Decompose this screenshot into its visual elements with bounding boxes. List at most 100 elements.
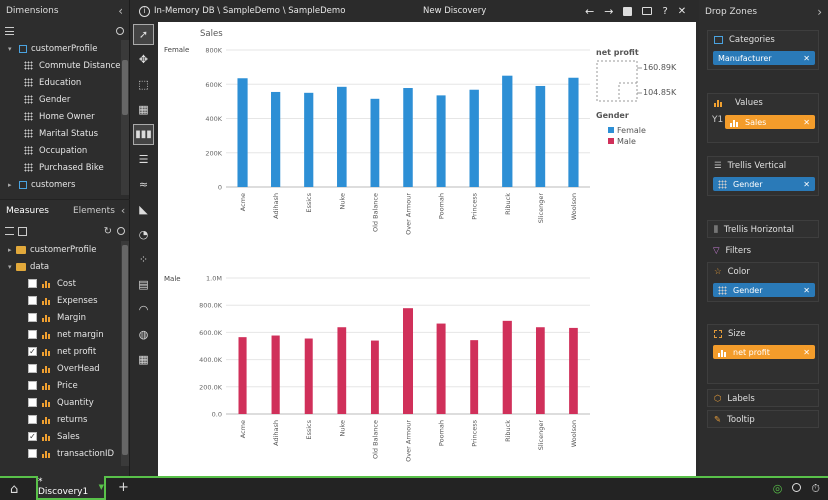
dimension-level-item[interactable]: Home Owner	[0, 108, 122, 125]
help-icon[interactable]: ?	[662, 5, 668, 17]
measure-checkbox[interactable]	[28, 279, 37, 288]
gauge-icon[interactable]: ◠	[138, 303, 149, 316]
bar-woolson[interactable]	[568, 77, 579, 187]
bar-essics[interactable]	[304, 338, 313, 414]
bar-chart-icon[interactable]: ☰	[138, 153, 149, 166]
measure-item[interactable]: Margin	[0, 309, 122, 326]
measure-item[interactable]: Expenses	[0, 292, 122, 309]
ai-assist-icon[interactable]: ◎	[772, 482, 783, 495]
measure-checkbox[interactable]	[28, 296, 37, 305]
bar-ribuck[interactable]	[502, 75, 513, 187]
remove-icon[interactable]: ✕	[803, 347, 810, 357]
home-icon[interactable]: ⌂	[10, 482, 19, 497]
hierarchy-item[interactable]: ▾ customerProfile	[0, 40, 122, 57]
search-icon[interactable]	[116, 27, 124, 35]
collapse-left-icon[interactable]: ‹	[118, 4, 123, 18]
chart-canvas[interactable]: Sales Female Male 0 200K 400K 600K 800K Acme A…	[158, 22, 696, 476]
measure-item[interactable]: ✓ net profit	[0, 343, 122, 360]
bar-over-armour[interactable]	[403, 88, 413, 187]
bar-nuke[interactable]	[337, 327, 347, 414]
bar-old-balance[interactable]	[370, 98, 380, 187]
bar-princess[interactable]	[469, 89, 479, 187]
color-zone[interactable]: ☆ Color Gender ✕	[707, 262, 819, 302]
trellis-vertical-zone[interactable]: ☰ Trellis Vertical Gender ✕	[707, 156, 819, 196]
measure-checkbox[interactable]	[28, 398, 37, 407]
tab-elements[interactable]: Elements	[72, 205, 115, 216]
legend-label-female[interactable]: Female	[617, 126, 646, 135]
measure-item[interactable]: OverHead	[0, 360, 122, 377]
measure-folder-item[interactable]: ▸ customerProfile	[0, 241, 122, 258]
bar-slicenger[interactable]	[535, 85, 546, 187]
measure-item[interactable]: transactionID	[0, 445, 122, 462]
tab-measures[interactable]: Measures	[6, 205, 49, 216]
pie-chart-icon[interactable]: ◔	[138, 228, 149, 241]
categories-pill[interactable]: Manufacturer ✕	[713, 51, 815, 65]
bar-poomah[interactable]	[436, 323, 446, 414]
values-pill[interactable]: Sales ✕	[725, 115, 815, 129]
area-chart-icon[interactable]: ◣	[139, 203, 148, 216]
search-icon[interactable]	[117, 227, 125, 235]
measure-scroll-thumb[interactable]	[122, 245, 128, 455]
bar-adihash[interactable]	[271, 335, 280, 414]
measure-item[interactable]: net margin	[0, 326, 122, 343]
bar-nuke[interactable]	[337, 86, 347, 187]
line-chart-icon[interactable]: ≈	[138, 178, 149, 191]
legend-label-male[interactable]: Male	[617, 137, 636, 146]
collapse-measures-icon[interactable]: ‹	[120, 204, 126, 217]
bar-poomah[interactable]	[436, 95, 446, 187]
labels-zone[interactable]: ⬡ Labels	[707, 389, 819, 407]
save-icon[interactable]	[623, 6, 633, 16]
dimension-level-item[interactable]: Gender	[0, 91, 122, 108]
redo-icon[interactable]: →	[604, 4, 614, 18]
values-zone[interactable]: Values Y1 Sales ✕	[707, 93, 819, 143]
measure-item[interactable]: Price	[0, 377, 122, 394]
scatter-chart-icon[interactable]: ⁘	[138, 253, 149, 266]
chevron-right-icon[interactable]: ▸	[8, 180, 12, 189]
bar-old-balance[interactable]	[370, 340, 379, 414]
trellis-horizontal-zone[interactable]: ⫼ Trellis Horizontal	[707, 220, 819, 238]
dimension-scroll-thumb[interactable]	[122, 60, 128, 115]
trellis-chart[interactable]: Sales Female Male 0 200K 400K 600K 800K Acme A…	[158, 22, 696, 476]
measure-folder-item[interactable]: ▾ data	[0, 258, 122, 275]
remove-icon[interactable]: ✕	[803, 53, 810, 63]
size-pill[interactable]: net profit ✕	[713, 345, 815, 359]
measure-checkbox[interactable]	[28, 364, 37, 373]
info-icon[interactable]: i	[139, 5, 150, 17]
grid-chart-icon[interactable]: ▦	[138, 103, 149, 116]
chevron-down-icon[interactable]: ▼	[98, 483, 104, 491]
bar-essics[interactable]	[304, 92, 314, 187]
hierarchy-item[interactable]: ▸ customers	[0, 176, 122, 193]
measure-item[interactable]: Quantity	[0, 394, 122, 411]
collapse-right-icon[interactable]: ›	[817, 5, 822, 19]
table-icon[interactable]: ▦	[138, 353, 149, 366]
remove-icon[interactable]: ✕	[803, 179, 810, 189]
bar-ribuck[interactable]	[502, 320, 512, 414]
close-icon[interactable]: ✕	[677, 5, 687, 17]
select-tool-icon[interactable]: ⬚	[138, 78, 149, 91]
measure-checkbox[interactable]	[28, 330, 37, 339]
chevron-right-icon[interactable]: ▸	[8, 245, 12, 254]
measure-checkbox[interactable]	[28, 381, 37, 390]
column-chart-icon[interactable]: ▮▮▮	[133, 124, 154, 145]
measure-item[interactable]: returns	[0, 411, 122, 428]
remove-icon[interactable]: ✕	[803, 285, 810, 295]
remove-icon[interactable]: ✕	[803, 117, 810, 127]
measure-item[interactable]: ✓ Sales	[0, 428, 122, 445]
search-icon[interactable]	[792, 483, 802, 492]
tooltip-zone[interactable]: ✎ Tooltip	[707, 410, 819, 428]
bar-acme[interactable]	[237, 78, 248, 187]
dimension-level-item[interactable]: Marital Status	[0, 125, 122, 142]
chevron-down-icon[interactable]: ▾	[8, 262, 12, 271]
bar-adihash[interactable]	[271, 91, 281, 187]
map-icon[interactable]: ◍	[138, 328, 149, 341]
measure-scrollbar[interactable]	[121, 241, 129, 466]
trellis-vertical-pill[interactable]: Gender ✕	[713, 177, 815, 191]
bar-princess[interactable]	[470, 340, 479, 414]
add-tab-button[interactable]: +	[118, 480, 129, 495]
measure-checkbox[interactable]: ✓	[28, 432, 37, 441]
measure-checkbox[interactable]	[28, 313, 37, 322]
formula-icon[interactable]	[18, 226, 27, 236]
measure-checkbox[interactable]	[28, 449, 37, 458]
dimension-scrollbar[interactable]	[121, 40, 129, 195]
pan-tool-icon[interactable]: ✥	[138, 53, 149, 66]
